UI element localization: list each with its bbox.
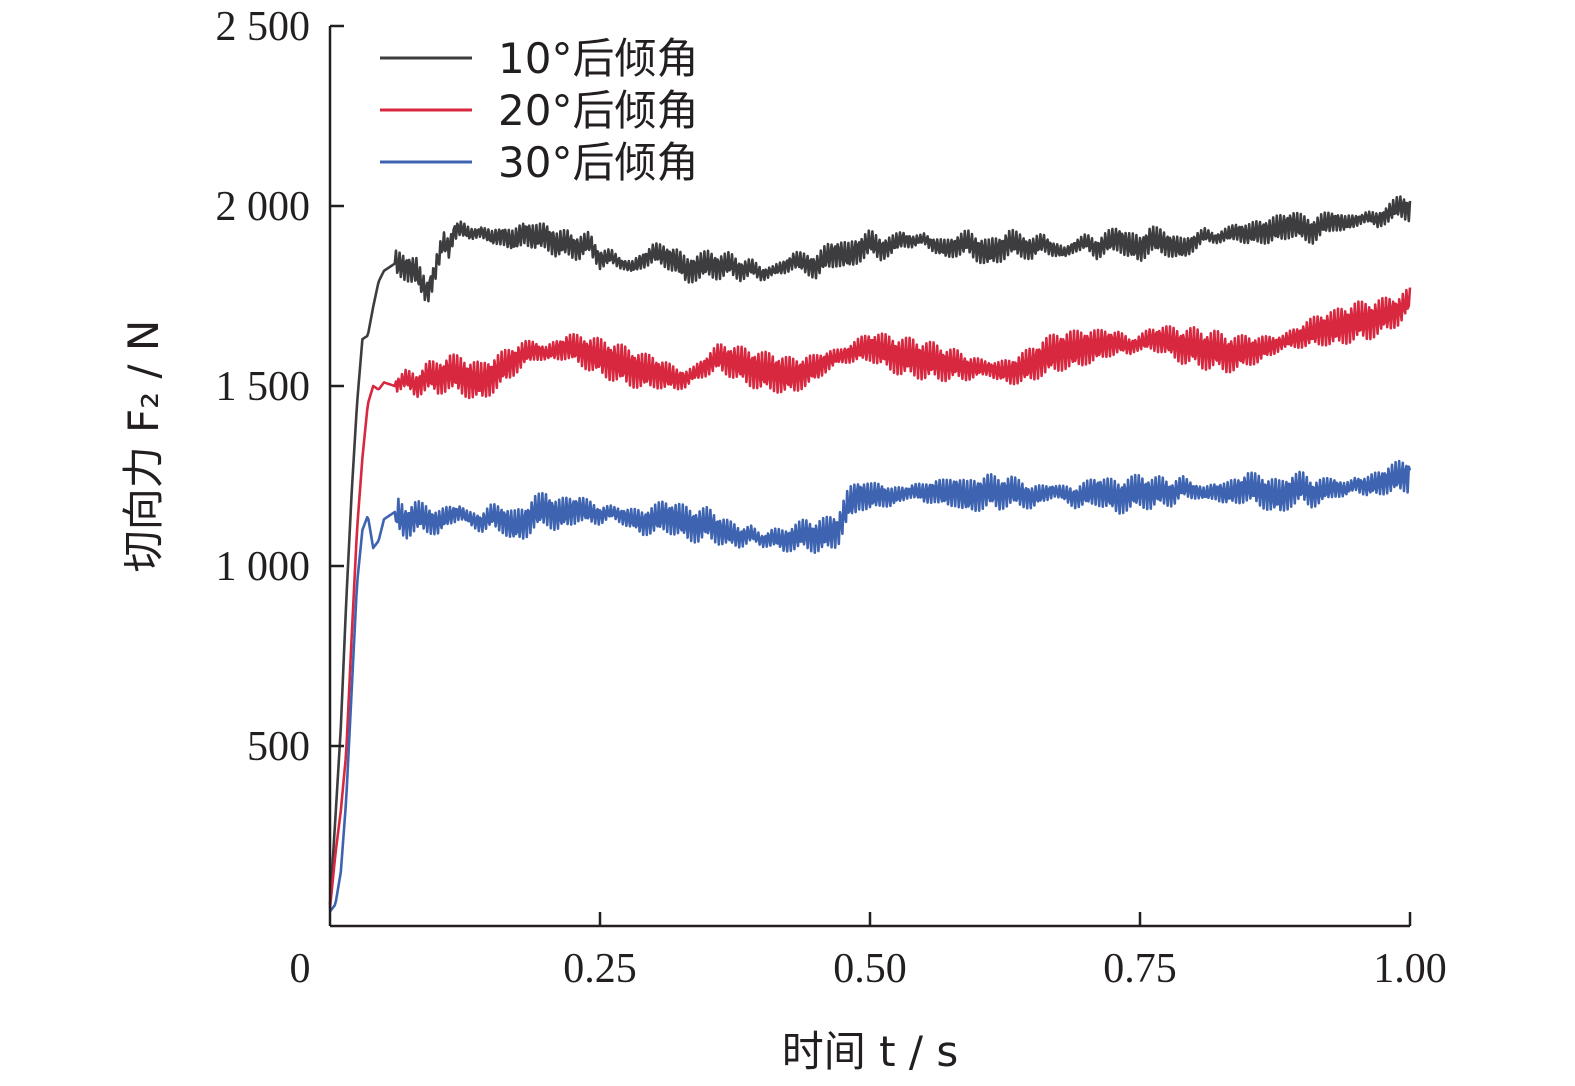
x-tick-label: 0.75	[1103, 946, 1177, 992]
legend-label: 20°后倾角	[498, 86, 698, 135]
ticks: 0 0.25 0.50 0.75 1.00 500 1 000 1 500 2 000 2 500	[216, 4, 1447, 992]
y-tick-label: 2 500	[216, 4, 311, 50]
series-line-2	[328, 287, 1412, 909]
x-tick-label: 0	[290, 946, 311, 992]
y-tick-label: 2 000	[216, 184, 311, 230]
legend-label: 30°后倾角	[498, 138, 698, 187]
y-axis-title: 切向力 F₂ / N	[119, 320, 168, 573]
x-tick-label: 0.25	[563, 946, 637, 992]
y-tick-label: 500	[247, 724, 310, 770]
y-tick-label: 1 000	[216, 544, 311, 590]
series-line-3	[328, 459, 1412, 913]
x-tick-label: 1.00	[1373, 946, 1447, 992]
x-axis-title: 时间 t / s	[782, 1027, 959, 1076]
x-tick-label: 0.50	[833, 946, 907, 992]
y-tick-label: 1 500	[216, 364, 311, 410]
legend-label: 10°后倾角	[498, 34, 698, 83]
series-line-1	[328, 195, 1412, 905]
series-layer	[328, 195, 1412, 913]
